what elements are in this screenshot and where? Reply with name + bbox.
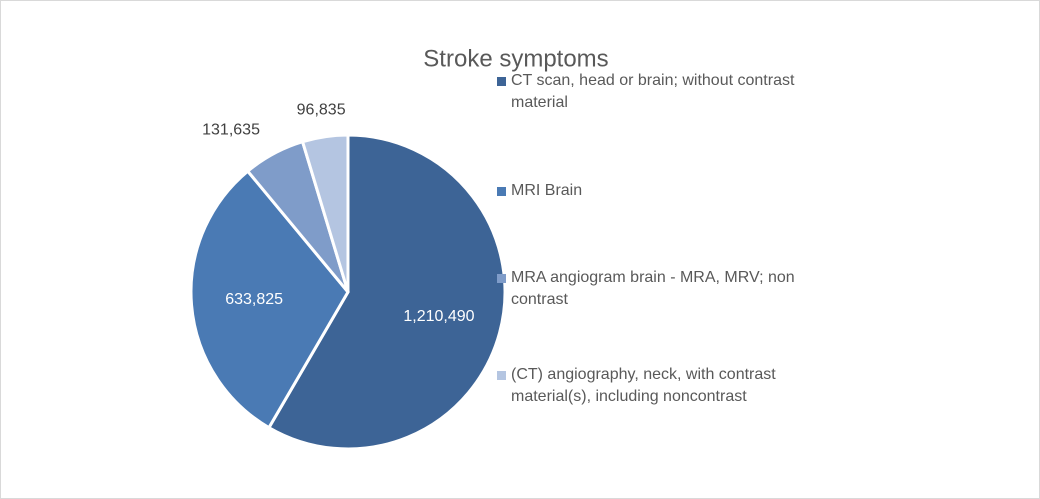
chart-title: Stroke symptoms <box>423 45 608 72</box>
data-label: 633,825 <box>225 291 283 308</box>
pie-slice <box>189 169 350 430</box>
legend-swatch <box>497 274 506 283</box>
legend-swatch <box>497 371 506 380</box>
legend-label: CT scan, head or brain; without contrast… <box>511 72 795 111</box>
legend-swatch <box>497 187 506 196</box>
legend-entry: CT scan, head or brain; without contrast… <box>497 70 1027 114</box>
legend-entry: MRI Brain <box>497 180 1027 202</box>
data-label: 1,210,490 <box>403 308 474 325</box>
legend-label: MRA angiogram brain - MRA, MRV; non cont… <box>511 269 795 308</box>
legend-entry: (CT) angiography, neck, with contrast ma… <box>497 364 1027 408</box>
legend-entry: MRA angiogram brain - MRA, MRV; non cont… <box>497 267 1027 311</box>
data-label: 131,635 <box>202 121 260 138</box>
legend-swatch <box>497 77 506 86</box>
pie-slice <box>266 133 507 451</box>
pie-slice <box>300 133 350 293</box>
legend-label: (CT) angiography, neck, with contrast ma… <box>511 366 776 405</box>
legend-label: MRI Brain <box>511 182 583 199</box>
data-label: 96,835 <box>297 102 346 119</box>
